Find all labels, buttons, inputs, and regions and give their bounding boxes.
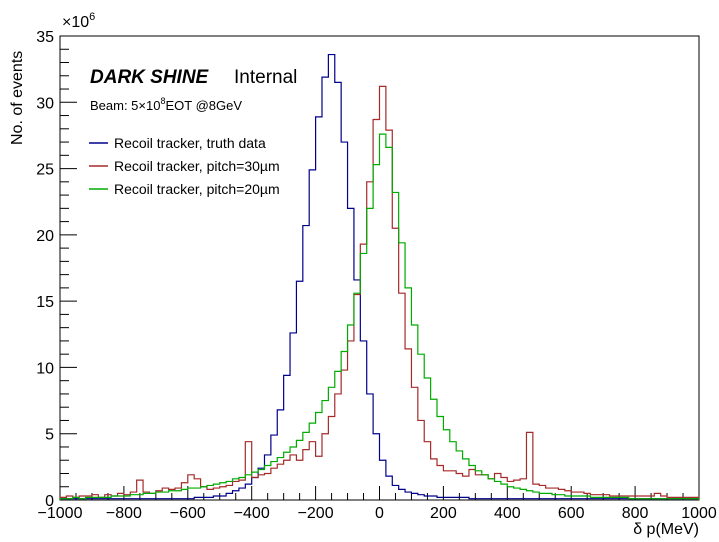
y-axis-label: No. of events bbox=[9, 51, 26, 145]
y-tick-label: 10 bbox=[36, 360, 54, 377]
y-axis-ticks: 0 5 10 15 20 25 30 35 bbox=[36, 29, 77, 510]
x-tick-label: −800 bbox=[106, 505, 142, 522]
x-tick-label: −600 bbox=[170, 505, 206, 522]
series-line-3 bbox=[59, 133, 700, 500]
x-axis-ticks: −1000 −800 −600 −400 −200 0 200 400 600 800 1000 bbox=[38, 486, 717, 522]
y-multiplier-label: ×106 bbox=[62, 11, 95, 31]
x-tick-label: 1000 bbox=[681, 505, 717, 522]
legend-entry-2: Recoil tracker, pitch=30µm bbox=[114, 158, 280, 174]
series-line-1 bbox=[59, 53, 700, 500]
y-tick-label: 0 bbox=[45, 493, 54, 510]
x-tick-label: 0 bbox=[375, 505, 384, 522]
x-tick-label: −200 bbox=[298, 505, 334, 522]
x-axis-label: δ p(MeV) bbox=[633, 521, 699, 538]
x-tick-label: −400 bbox=[234, 505, 270, 522]
beam-label: Beam: 5×108EOT @8GeV bbox=[90, 96, 242, 113]
legend-entry-1: Recoil tracker, truth data bbox=[114, 135, 266, 151]
y-tick-label: 35 bbox=[36, 29, 54, 46]
status-label: Internal bbox=[234, 67, 297, 88]
y-tick-label: 25 bbox=[36, 162, 54, 179]
series-layer bbox=[59, 53, 700, 500]
x-tick-label: 200 bbox=[430, 505, 457, 522]
x-tick-label: −1000 bbox=[38, 505, 83, 522]
legend: Recoil tracker, truth data Recoil tracker… bbox=[89, 135, 280, 197]
y-tick-label: 5 bbox=[45, 427, 54, 444]
y-tick-label: 20 bbox=[36, 228, 54, 245]
x-tick-label: 400 bbox=[494, 505, 521, 522]
x-tick-label: 600 bbox=[558, 505, 585, 522]
y-tick-label: 15 bbox=[36, 294, 54, 311]
y-tick-label: 30 bbox=[36, 95, 54, 112]
legend-entry-3: Recoil tracker, pitch=20µm bbox=[114, 181, 280, 197]
experiment-label: DARK SHINE bbox=[90, 67, 210, 88]
x-tick-label: 800 bbox=[622, 505, 649, 522]
